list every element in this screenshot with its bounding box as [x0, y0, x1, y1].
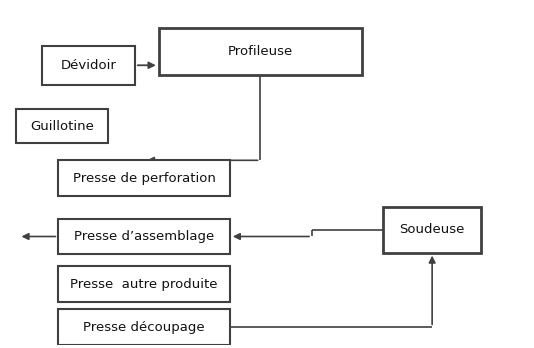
Text: Presse d’assemblage: Presse d’assemblage: [74, 230, 214, 243]
Text: Dévidoir: Dévidoir: [61, 59, 116, 72]
FancyBboxPatch shape: [58, 160, 230, 196]
Text: Presse  autre produite: Presse autre produite: [70, 278, 218, 291]
FancyBboxPatch shape: [42, 46, 135, 85]
Text: Presse de perforation: Presse de perforation: [73, 172, 216, 185]
FancyBboxPatch shape: [58, 219, 230, 254]
FancyBboxPatch shape: [58, 309, 230, 345]
Text: Profileuse: Profileuse: [228, 45, 293, 58]
FancyBboxPatch shape: [383, 206, 481, 253]
FancyBboxPatch shape: [58, 267, 230, 302]
Text: Soudeuse: Soudeuse: [399, 223, 465, 236]
FancyBboxPatch shape: [16, 109, 108, 143]
Text: Guillotine: Guillotine: [30, 120, 94, 133]
Text: Presse découpage: Presse découpage: [83, 321, 205, 334]
FancyBboxPatch shape: [159, 29, 362, 75]
